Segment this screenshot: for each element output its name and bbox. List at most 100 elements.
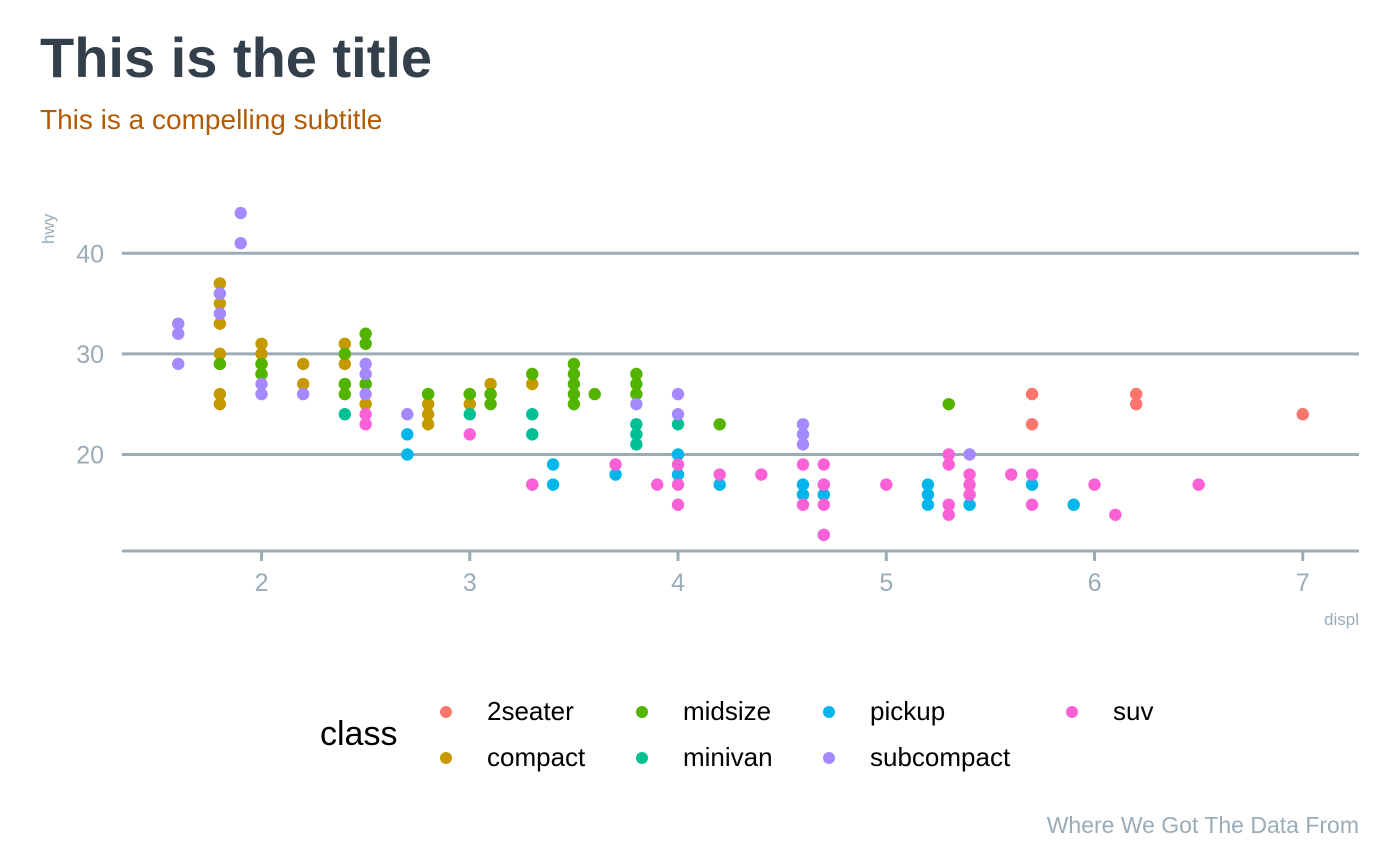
- data-point: [359, 387, 372, 401]
- data-point: [255, 367, 268, 381]
- data-point: [234, 237, 247, 250]
- series-suv: [359, 408, 1205, 542]
- data-point: [567, 367, 581, 381]
- data-point: [1005, 468, 1018, 481]
- data-point: [671, 448, 685, 461]
- data-point: [463, 428, 476, 441]
- x-tick-label: 4: [671, 569, 685, 597]
- data-point: [796, 478, 810, 491]
- data-point: [1025, 478, 1039, 491]
- data-point: [1296, 408, 1309, 421]
- data-point: [296, 377, 310, 391]
- data-point: [796, 498, 810, 511]
- data-point: [213, 357, 227, 371]
- data-point: [484, 387, 497, 401]
- legend-label: subcompact: [870, 742, 1011, 772]
- data-point: [484, 377, 497, 391]
- data-point: [942, 508, 955, 521]
- data-point: [796, 488, 810, 501]
- data-point: [671, 458, 685, 471]
- data-point: [567, 377, 581, 391]
- data-point: [463, 397, 476, 411]
- data-point: [359, 397, 372, 411]
- data-point: [296, 357, 310, 371]
- data-point: [671, 478, 685, 491]
- data-point: [796, 438, 810, 451]
- legend-swatch: [440, 706, 452, 718]
- data-point: [630, 397, 643, 411]
- data-point: [484, 397, 497, 411]
- data-point: [713, 478, 726, 491]
- data-point: [338, 347, 352, 361]
- data-points: [172, 206, 1309, 542]
- data-point: [359, 357, 372, 371]
- data-point: [338, 387, 352, 401]
- legend-label: pickup: [870, 696, 946, 726]
- data-point: [401, 428, 414, 441]
- data-point: [172, 317, 185, 330]
- data-point: [963, 488, 976, 501]
- data-point: [213, 347, 227, 361]
- data-point: [359, 408, 372, 421]
- data-point: [1025, 387, 1039, 401]
- data-point: [942, 458, 955, 471]
- legend-swatch: [636, 706, 648, 718]
- legend-title: class: [320, 715, 398, 753]
- data-point: [213, 397, 227, 411]
- data-point: [338, 357, 352, 371]
- data-point: [526, 478, 539, 491]
- series-minivan: [338, 408, 685, 491]
- data-point: [172, 357, 185, 371]
- data-point: [255, 357, 268, 371]
- data-point: [1025, 498, 1039, 511]
- data-point: [359, 327, 372, 340]
- data-point: [963, 448, 976, 461]
- legend-swatch: [440, 752, 452, 764]
- data-point: [671, 418, 685, 431]
- data-point: [338, 377, 352, 391]
- data-point: [213, 287, 227, 300]
- data-point: [817, 528, 830, 542]
- legend-swatch: [1066, 706, 1078, 718]
- data-point: [172, 327, 185, 340]
- data-point: [651, 478, 664, 491]
- data-point: [421, 418, 435, 431]
- data-point: [713, 418, 726, 431]
- data-point: [609, 458, 622, 471]
- data-point: [567, 397, 581, 411]
- data-point: [338, 337, 352, 350]
- data-point: [630, 387, 643, 401]
- data-point: [921, 498, 935, 511]
- data-point: [942, 448, 955, 461]
- x-tick-label: 5: [879, 569, 893, 597]
- data-point: [213, 317, 227, 330]
- data-point: [255, 377, 268, 391]
- chart-subtitle: This is a compelling subtitle: [40, 104, 383, 135]
- data-point: [630, 367, 643, 381]
- data-point: [546, 478, 560, 491]
- data-point: [1025, 418, 1039, 431]
- data-point: [255, 347, 268, 361]
- legend-label: 2seater: [487, 696, 574, 726]
- data-point: [796, 458, 810, 471]
- data-point: [255, 387, 268, 401]
- data-point: [942, 397, 955, 411]
- data-point: [213, 307, 227, 320]
- axes: 20 30 40 2 3 4 5 6 7: [76, 240, 1359, 597]
- data-point: [296, 387, 310, 401]
- legend-label: midsize: [683, 696, 772, 726]
- series-midsize: [213, 327, 955, 431]
- data-point: [463, 387, 476, 401]
- data-point: [1067, 498, 1080, 511]
- data-point: [526, 367, 539, 381]
- data-point: [421, 397, 435, 411]
- y-axis-title: hwy: [39, 213, 58, 244]
- legend-swatch: [823, 752, 835, 764]
- data-point: [588, 387, 601, 401]
- data-point: [213, 297, 227, 310]
- data-point: [421, 387, 435, 401]
- legend-label: suv: [1113, 696, 1154, 726]
- legend-label: compact: [487, 742, 586, 772]
- data-point: [1088, 478, 1101, 491]
